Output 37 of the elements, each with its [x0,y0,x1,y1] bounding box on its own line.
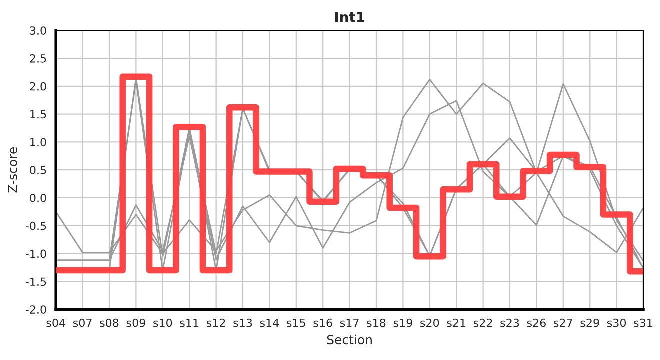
x-tick-label: s17 [340,318,359,328]
y-tick-label: -1.5 [26,278,46,286]
x-tick-label: s08 [100,318,119,328]
x-tick-label: s29 [580,318,600,328]
chart-title: Int1 [335,12,365,22]
y-tick-label: 0.5 [30,166,46,174]
y-tick-label: 2.5 [30,54,46,63]
y-tick-label: 1.0 [30,138,46,147]
y-tick-label: 1.5 [30,110,46,119]
x-tick-label: s19 [394,318,412,328]
x-tick-label: s16 [314,318,332,328]
x-tick-label: s15 [287,318,306,328]
x-tick-label: s07 [73,318,92,328]
y-tick-label: -2.0 [26,306,46,314]
y-tick-label: 0.0 [30,194,46,202]
y-axis-title: Z-score [8,148,18,193]
y-tick-label: 3.0 [30,26,46,35]
x-tick-label: s21 [447,318,466,328]
x-tick-label: s09 [126,318,146,328]
x-tick-label: s13 [234,318,252,328]
x-tick-label: s04 [46,318,66,328]
x-tick-label: s11 [180,318,199,328]
x-tick-label: s31 [634,318,652,328]
x-tick-label: s14 [260,318,280,328]
y-tick-label: -1.0 [26,250,46,258]
x-tick-label: s18 [367,318,386,328]
x-tick-label: s26 [527,318,546,328]
x-tick-label: s22 [474,318,492,328]
x-tick-label: s27 [554,318,572,328]
y-tick-label: -0.5 [26,222,46,230]
x-tick-label: s10 [154,318,172,328]
x-tick-label: s23 [500,318,520,328]
x-tick-label: s12 [206,318,226,328]
x-tick-label: s20 [420,318,440,328]
y-tick-label: 2.0 [30,82,46,91]
x-axis-title: Section [327,334,372,345]
x-tick-label: s30 [607,318,626,328]
